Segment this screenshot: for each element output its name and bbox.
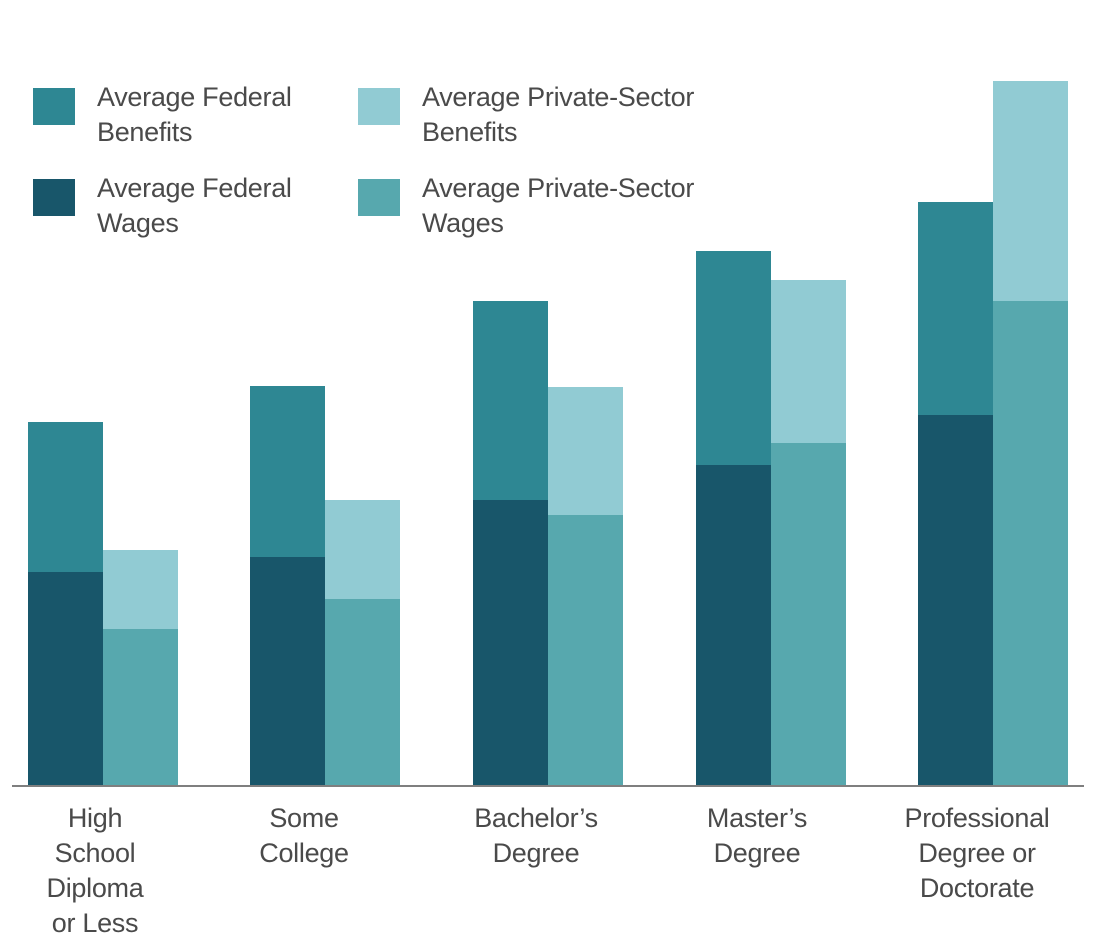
bar-segment	[325, 599, 400, 785]
bar-segment	[993, 81, 1068, 301]
category-label: High School Diploma or Less	[46, 803, 144, 938]
legend-label: Average Private-Sector Wages	[422, 173, 695, 238]
bar-segment	[473, 301, 548, 500]
bar-segment	[993, 301, 1068, 785]
legend-label: Average Private-Sector Benefits	[422, 82, 695, 147]
bar-segment	[28, 422, 103, 572]
x-axis-line	[12, 785, 1084, 787]
bar-segment	[696, 251, 771, 465]
legend-label: Average Federal Benefits	[97, 82, 292, 147]
category-label: Master’s Degree	[706, 803, 808, 868]
bar-segment	[250, 386, 325, 557]
bar-segment	[103, 550, 178, 629]
legend-item-federal-benefits: Average Federal Benefits	[33, 80, 292, 150]
category-label: Bachelor’s Degree	[474, 803, 598, 868]
legend-item-federal-wages: Average Federal Wages	[33, 171, 292, 241]
legend-swatch-private-sector-wages	[358, 179, 400, 216]
bar-segment	[250, 557, 325, 785]
category-label: Professional Degree or Doctorate	[904, 803, 1050, 903]
bar-segment	[548, 515, 623, 785]
bar-segment	[771, 443, 846, 785]
bar-segment	[771, 280, 846, 443]
legend-label: Average Federal Wages	[97, 173, 292, 238]
bar-segment	[548, 387, 623, 515]
legend-item-private-sector-benefits: Average Private-Sector Benefits	[358, 80, 694, 150]
legend-swatch-private-sector-benefits	[358, 88, 400, 125]
bar-segment	[918, 415, 993, 785]
category-label: Some College	[259, 803, 349, 868]
legend-swatch-federal-wages	[33, 179, 75, 216]
bar-segment	[325, 500, 400, 599]
legend-item-private-sector-wages: Average Private-Sector Wages	[358, 171, 694, 241]
bar-segment	[103, 629, 178, 785]
bar-segment	[918, 202, 993, 415]
bar-segment	[696, 465, 771, 785]
bar-segment	[28, 572, 103, 785]
legend-swatch-federal-benefits	[33, 88, 75, 125]
bar-segment	[473, 500, 548, 785]
